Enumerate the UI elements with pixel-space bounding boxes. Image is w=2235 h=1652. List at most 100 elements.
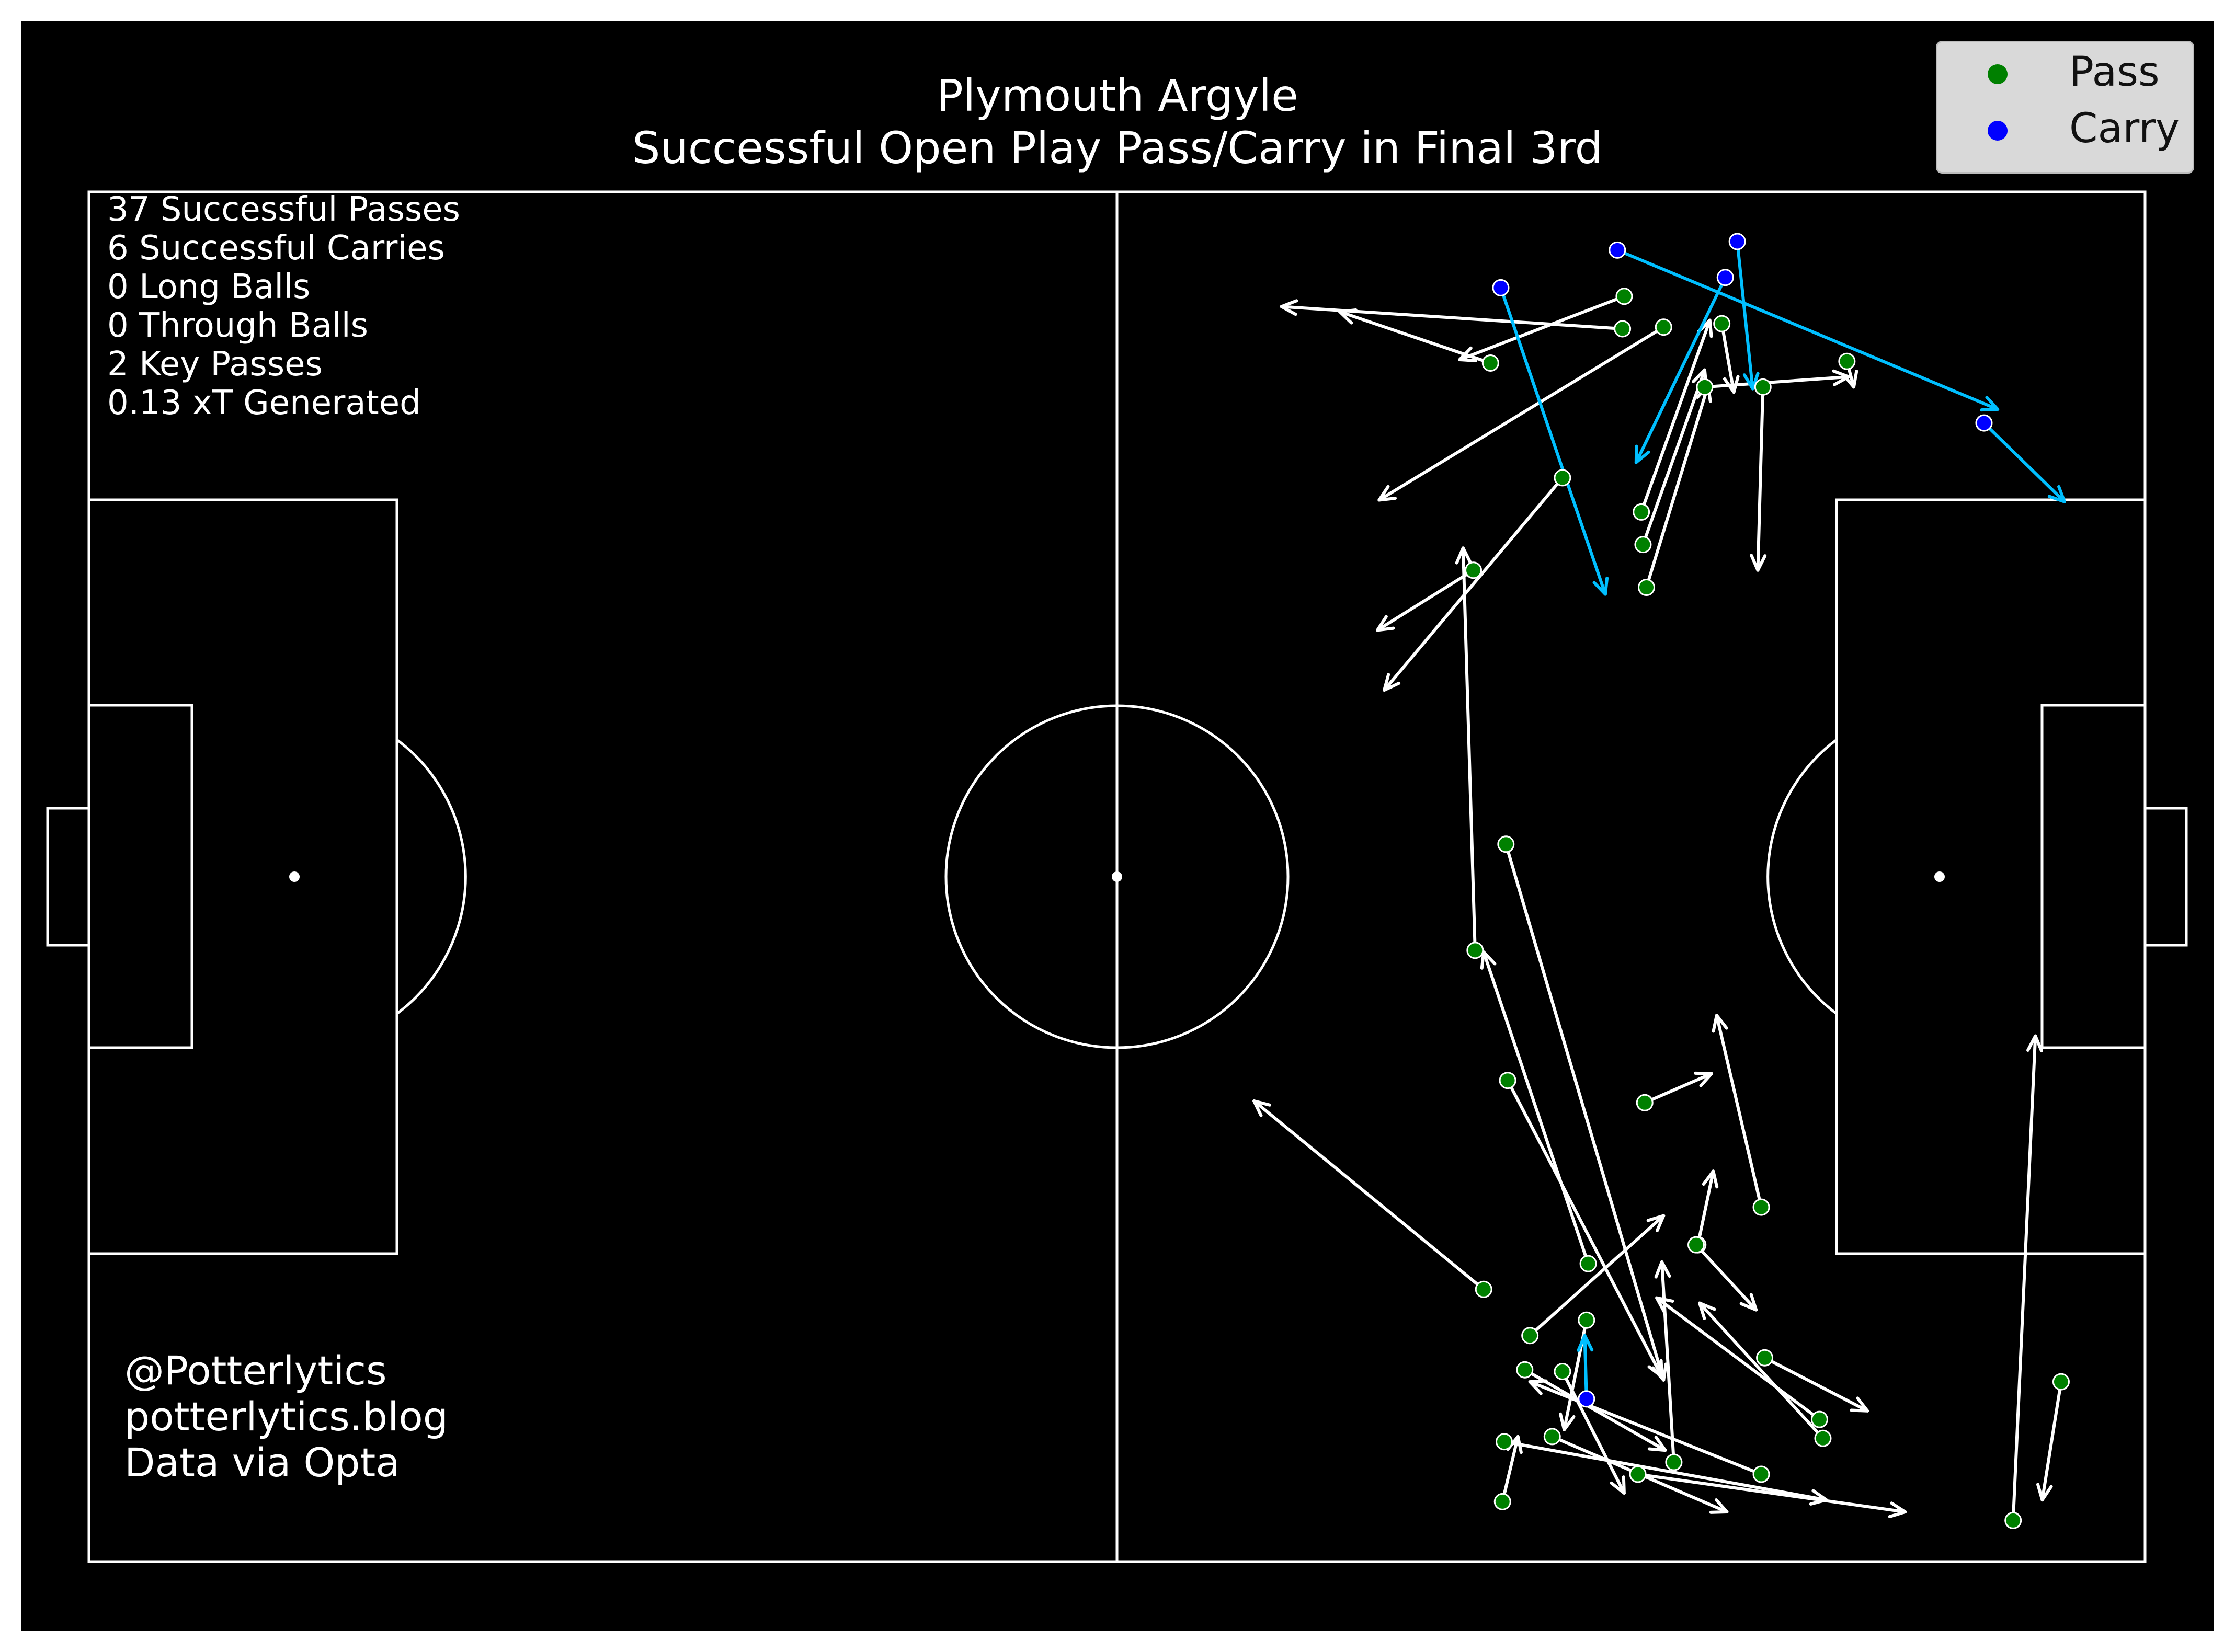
- pass-start-marker-4: [1655, 318, 1672, 336]
- pitch-spots: [289, 871, 1945, 882]
- pass-start-marker-11: [1634, 536, 1652, 554]
- pass-start-marker-3: [1615, 288, 1633, 305]
- pass-start-marker-1: [1614, 320, 1632, 338]
- carry-start-marker-6: [1578, 1390, 1595, 1408]
- pass-start-marker-13: [1465, 561, 1483, 579]
- carry-arrow-1: [1499, 286, 1609, 596]
- pass-arrow-16: [1506, 1079, 1663, 1379]
- pass-arrow-18: [1712, 1014, 1763, 1209]
- legend-label-pass: Pass: [2069, 49, 2160, 96]
- carry-start-marker-5: [1975, 414, 1993, 432]
- pass-start-marker-14: [1466, 942, 1484, 959]
- pass-start-marker-10: [1633, 503, 1650, 521]
- pass-start-marker-7: [1838, 352, 1856, 370]
- pass-start-marker-24: [1687, 1236, 1705, 1254]
- pass-start-marker-8: [1754, 378, 1772, 396]
- carry-arrow-3: [1736, 239, 1760, 391]
- pass-start-marker-12: [1637, 579, 1655, 596]
- left-penalty-box: [87, 498, 398, 1255]
- pass-arrow-22: [1523, 1368, 1667, 1452]
- carry-start-marker-4: [1716, 269, 1734, 286]
- stat-key-passes: 2 Key Passes: [107, 345, 323, 384]
- pass-arrow-3: [1458, 294, 1626, 363]
- legend-label-carry: Carry: [2069, 105, 2180, 152]
- pass-start-marker-19: [1475, 1280, 1492, 1298]
- pass-arrow-1: [1280, 299, 1624, 330]
- events-layer: [1252, 233, 2070, 1529]
- pass-arrow-8: [1750, 385, 1767, 572]
- legend-carry-marker: [1988, 121, 2008, 141]
- pass-arrow-27: [1655, 1296, 1821, 1421]
- left-penalty-spot: [289, 871, 300, 882]
- pass-start-marker-35: [1629, 1465, 1647, 1483]
- right-six-yard-box: [2040, 704, 2147, 1049]
- pass-start-marker-21: [1521, 1327, 1539, 1345]
- left-penalty-arc: [396, 738, 467, 1015]
- pass-arrow-32: [1528, 1379, 1763, 1476]
- stat-xt-generated: 0.13 xT Generated: [107, 384, 421, 422]
- pass-start-marker-17: [1636, 1094, 1654, 1111]
- credit-data-source: Data via Opta: [124, 1439, 400, 1486]
- right-penalty-spot: [1934, 871, 1945, 882]
- pass-arrow-13: [1376, 568, 1475, 632]
- stat-through-balls: 0 Through Balls: [107, 306, 368, 345]
- pass-arrow-9: [1383, 476, 1564, 692]
- legend-item-carry: Carry: [1937, 105, 2193, 152]
- right-goal: [2143, 807, 2188, 947]
- pass-arrow-36: [2011, 1034, 2043, 1522]
- pass-arrow-35: [1636, 1472, 1907, 1518]
- pass-arrow-5: [1720, 322, 1740, 394]
- pass-arrow-10: [1639, 318, 1713, 514]
- pass-arrow-12: [1645, 384, 1712, 589]
- carry-start-marker-2: [1609, 241, 1626, 259]
- stat-successful-carries: 6 Successful Carries: [107, 229, 445, 268]
- pass-arrow-23: [1696, 1169, 1719, 1247]
- credit-blog: potterlytics.blog: [124, 1393, 448, 1440]
- carry-arrow-5: [1982, 421, 2066, 503]
- pass-arrow-6: [1703, 369, 1851, 389]
- pass-start-marker-16: [1499, 1072, 1516, 1089]
- stat-long-balls: 0 Long Balls: [107, 268, 311, 306]
- chart-title-line1: Plymouth Argyle: [937, 70, 1298, 121]
- pass-arrow-19: [1252, 1099, 1486, 1291]
- pass-start-marker-9: [1554, 469, 1571, 487]
- chart-title-line2: Successful Open Play Pass/Carry in Final…: [632, 122, 1603, 174]
- pass-start-marker-20: [1579, 1255, 1597, 1272]
- pass-start-marker-6: [1696, 378, 1714, 396]
- carry-arrow-6: [1577, 1334, 1594, 1401]
- pass-start-marker-29: [1665, 1453, 1683, 1471]
- pass-arrow-25: [1698, 1301, 1825, 1440]
- pass-start-marker-26: [1756, 1349, 1774, 1367]
- legend: Pass Carry: [1936, 41, 2194, 174]
- carry-start-marker-1: [1492, 279, 1510, 296]
- pass-arrow-29: [1654, 1260, 1675, 1464]
- pass-start-marker-30: [1543, 1428, 1561, 1446]
- pass-start-marker-15: [1497, 835, 1515, 853]
- pass-arrow-20: [1480, 950, 1590, 1266]
- pass-start-marker-32: [1752, 1465, 1770, 1483]
- left-six-yard-box: [87, 704, 193, 1049]
- pass-start-marker-28: [1554, 1362, 1571, 1380]
- pass-start-marker-33: [1493, 1493, 1511, 1510]
- pass-start-marker-22: [1516, 1361, 1534, 1379]
- arrow-layer: [1252, 239, 2066, 1522]
- legend-pass-marker: [1988, 64, 2008, 84]
- centre-circle: [944, 704, 1290, 1049]
- pass-start-marker-37: [2052, 1373, 2070, 1391]
- pass-start-marker-31: [1496, 1433, 1513, 1451]
- pass-start-marker-36: [2004, 1511, 2022, 1529]
- carry-arrow-2: [1615, 248, 2000, 412]
- pass-arrow-14: [1455, 546, 1477, 952]
- carry-arrow-4: [1634, 276, 1727, 464]
- pass-arrow-21: [1528, 1214, 1666, 1337]
- pass-arrow-15: [1504, 842, 1668, 1382]
- pass-start-marker-34: [1578, 1311, 1595, 1329]
- right-penalty-box: [1835, 498, 2147, 1255]
- pass-arrow-24: [1694, 1243, 1758, 1312]
- pass-arrow-37: [2036, 1380, 2063, 1502]
- pass-arrow-26: [1763, 1356, 1869, 1413]
- pass-start-marker-25: [1814, 1429, 1832, 1447]
- marker-layer: [1465, 233, 2070, 1529]
